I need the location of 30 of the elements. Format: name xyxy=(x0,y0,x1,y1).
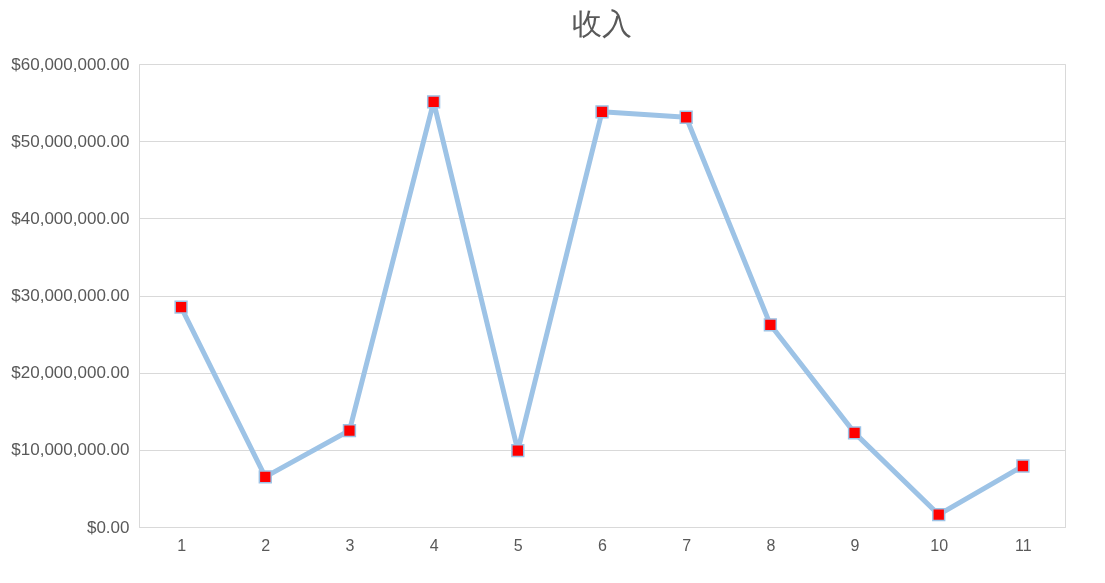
point xyxy=(595,105,609,119)
y-tick-label: $30,000,000.00 xyxy=(11,286,130,305)
y-tick-label: $40,000,000.00 xyxy=(11,208,130,228)
point xyxy=(763,318,778,332)
x-tick-label: 3 xyxy=(345,536,355,554)
point xyxy=(426,95,441,109)
y-tick-label: $0.00 xyxy=(86,517,130,537)
point xyxy=(932,507,946,522)
y-tick-label: $10,000,000.00 xyxy=(11,440,130,460)
point xyxy=(1016,459,1030,473)
x-tick-label: 2 xyxy=(261,536,271,554)
x-tick-label: 1 xyxy=(177,536,187,554)
y-tick-label: $60,000,000.00 xyxy=(11,54,130,74)
x-tick-label: 8 xyxy=(766,536,776,554)
x-tick-label: 5 xyxy=(513,536,523,554)
y-tick-label: $50,000,000.00 xyxy=(11,131,130,151)
point xyxy=(847,426,862,440)
point xyxy=(679,110,693,124)
point xyxy=(342,423,357,438)
point xyxy=(258,470,272,484)
chart-title: 收入 xyxy=(572,7,632,40)
y-tick-label: $20,000,000.00 xyxy=(11,363,130,383)
x-tick-label: 6 xyxy=(598,536,608,554)
x-tick-label: 10 xyxy=(930,536,949,554)
x-tick-label: 11 xyxy=(1015,536,1032,554)
point xyxy=(174,300,188,314)
x-tick-label: 9 xyxy=(850,536,860,554)
x-tick-label: 4 xyxy=(429,536,439,554)
point xyxy=(511,443,525,458)
x-tick-label: 7 xyxy=(682,536,692,554)
